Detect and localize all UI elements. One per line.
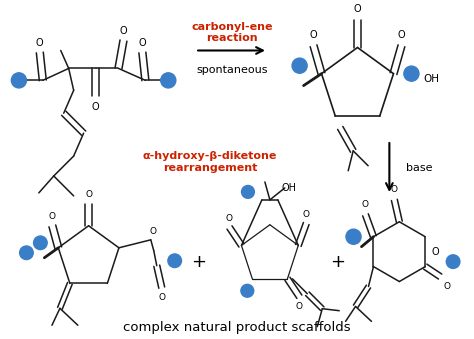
Text: carbonyl-ene
reaction: carbonyl-ene reaction [191, 22, 273, 43]
Text: O: O [296, 302, 303, 311]
Text: OH: OH [423, 74, 439, 84]
Circle shape [241, 284, 254, 297]
Text: O: O [138, 38, 146, 47]
Text: O: O [444, 282, 451, 291]
Text: O: O [92, 102, 100, 112]
Text: O: O [119, 25, 128, 36]
Text: O: O [49, 213, 56, 221]
Text: O: O [36, 38, 44, 47]
Text: +: + [191, 253, 206, 271]
Text: O: O [398, 30, 405, 40]
Circle shape [34, 236, 47, 250]
Text: O: O [158, 293, 165, 302]
Circle shape [346, 229, 361, 244]
Text: +: + [330, 253, 345, 271]
Circle shape [19, 246, 33, 260]
Text: O: O [354, 4, 361, 14]
Circle shape [161, 73, 176, 88]
Text: base: base [406, 163, 432, 173]
Circle shape [292, 58, 307, 73]
Text: O: O [226, 214, 233, 223]
Text: O: O [362, 200, 369, 210]
Text: OH: OH [282, 183, 297, 193]
Circle shape [404, 66, 419, 81]
Circle shape [11, 73, 27, 88]
Circle shape [168, 254, 182, 267]
Text: O: O [303, 210, 310, 219]
Circle shape [447, 255, 460, 268]
Text: O: O [310, 30, 318, 40]
Text: spontaneous: spontaneous [196, 65, 268, 75]
Text: complex natural product scaffolds: complex natural product scaffolds [123, 321, 351, 334]
Text: O: O [85, 191, 92, 199]
Text: O: O [391, 185, 398, 194]
Text: α-hydroxy-β-diketone
rearrangement: α-hydroxy-β-diketone rearrangement [143, 151, 277, 173]
Text: O: O [149, 227, 156, 236]
Text: O: O [431, 247, 439, 257]
Circle shape [242, 185, 255, 198]
